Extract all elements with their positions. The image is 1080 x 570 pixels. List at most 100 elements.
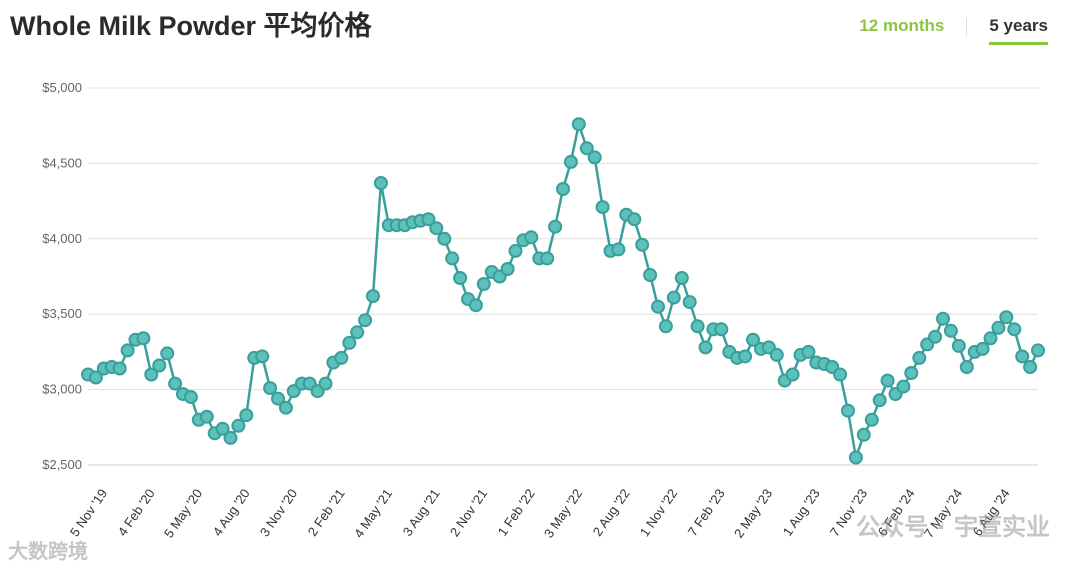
data-point[interactable] — [951, 338, 966, 353]
y-axis: $2,500 $3,000 $3,500 $4,000 $4,500 $5,000 — [42, 80, 82, 472]
data-point[interactable] — [856, 427, 871, 442]
data-point[interactable] — [199, 409, 214, 424]
data-point[interactable] — [508, 243, 523, 258]
data-point[interactable] — [579, 141, 594, 156]
data-point[interactable] — [1031, 343, 1045, 358]
data-point[interactable] — [587, 150, 602, 165]
data-point[interactable] — [120, 343, 135, 358]
data-point[interactable] — [358, 313, 373, 328]
data-point[interactable] — [500, 262, 515, 276]
data-point[interactable] — [223, 430, 238, 445]
data-point[interactable] — [445, 251, 460, 266]
data-point[interactable] — [239, 408, 254, 423]
data-point[interactable] — [263, 381, 278, 396]
data-point[interactable] — [746, 332, 760, 347]
data-point[interactable] — [959, 360, 974, 374]
data-point[interactable] — [112, 361, 127, 376]
x-tick-label: 1 Feb '22 — [495, 486, 538, 539]
data-point[interactable] — [255, 349, 270, 364]
data-point[interactable] — [864, 412, 879, 427]
data-point[interactable] — [658, 319, 673, 334]
data-point[interactable] — [556, 182, 570, 196]
data-point[interactable] — [872, 393, 887, 408]
data-point[interactable] — [144, 367, 159, 382]
data-point[interactable] — [342, 335, 357, 350]
data-point[interactable] — [318, 376, 333, 391]
data-point[interactable] — [666, 290, 681, 305]
data-point[interactable] — [785, 367, 800, 382]
data-point[interactable] — [350, 325, 365, 340]
data-point[interactable] — [453, 271, 468, 285]
x-tick-label: 3 Nov '20 — [257, 486, 301, 539]
data-point[interactable] — [801, 344, 816, 359]
data-point[interactable] — [943, 323, 958, 338]
gridlines — [88, 87, 1038, 466]
data-point[interactable] — [627, 212, 642, 227]
data-point[interactable] — [168, 376, 183, 391]
data-point[interactable] — [904, 366, 919, 380]
x-tick-label: 2 May '23 — [731, 486, 775, 540]
data-point[interactable] — [896, 379, 911, 394]
tab-divider — [966, 18, 968, 36]
data-point[interactable] — [698, 340, 713, 355]
data-point[interactable] — [999, 310, 1014, 325]
data-point[interactable] — [690, 319, 705, 334]
data-point[interactable] — [643, 268, 658, 282]
data-point[interactable] — [476, 277, 491, 291]
data-point[interactable] — [714, 322, 729, 337]
y-tick-label: $3,000 — [42, 382, 82, 397]
data-point[interactable] — [1023, 360, 1038, 374]
data-point[interactable] — [152, 358, 167, 373]
data-point[interactable] — [548, 219, 563, 234]
data-point[interactable] — [991, 320, 1006, 335]
data-point[interactable] — [983, 331, 998, 346]
data-point[interactable] — [366, 289, 380, 304]
data-point[interactable] — [769, 347, 784, 362]
data-point[interactable] — [183, 390, 198, 405]
data-point[interactable] — [841, 403, 855, 418]
data-point[interactable] — [271, 391, 285, 406]
data-point[interactable] — [278, 400, 293, 415]
data-point[interactable] — [540, 251, 555, 266]
data-point[interactable] — [912, 350, 927, 365]
data-point[interactable] — [635, 237, 650, 252]
data-point[interactable] — [848, 450, 863, 465]
data-point[interactable] — [334, 350, 349, 365]
data-point[interactable] — [524, 230, 539, 245]
x-tick-label: 1 Aug '23 — [780, 486, 823, 539]
data-point[interactable] — [215, 421, 230, 436]
data-point[interactable] — [651, 299, 665, 314]
data-point[interactable] — [571, 117, 586, 132]
data-point[interactable] — [682, 295, 697, 310]
data-point[interactable] — [429, 221, 444, 236]
data-point[interactable] — [563, 154, 578, 169]
y-tick-label: $4,000 — [42, 231, 82, 246]
data-point[interactable] — [88, 370, 103, 385]
data-point[interactable] — [975, 341, 990, 356]
tab-5-years[interactable]: 5 years — [989, 16, 1048, 45]
data-point[interactable] — [880, 373, 895, 388]
x-tick-label: 2 Feb '21 — [305, 486, 348, 539]
data-point[interactable] — [1015, 349, 1030, 364]
x-tick-label: 4 May '21 — [351, 486, 395, 540]
x-tick-label: 7 Feb '23 — [685, 486, 728, 539]
tab-12-months[interactable]: 12 months — [859, 16, 945, 35]
data-point[interactable] — [833, 367, 848, 382]
data-point[interactable] — [611, 242, 626, 257]
x-tick-label: 2 Nov '21 — [447, 486, 491, 539]
data-point[interactable] — [936, 311, 950, 326]
data-point[interactable] — [136, 331, 151, 346]
data-point[interactable] — [421, 212, 436, 227]
data-point[interactable] — [928, 329, 943, 344]
watermark-left: 大数跨境 — [8, 539, 88, 563]
data-point[interactable] — [1007, 322, 1022, 337]
data-point[interactable] — [674, 271, 689, 285]
data-point[interactable] — [437, 231, 452, 246]
data-point[interactable] — [231, 418, 246, 433]
data-point[interactable] — [738, 349, 753, 364]
data-point[interactable] — [373, 176, 388, 190]
data-point[interactable] — [468, 298, 483, 313]
data-point[interactable] — [160, 346, 175, 361]
data-point[interactable] — [595, 200, 610, 215]
y-tick-label: $4,500 — [42, 155, 82, 170]
